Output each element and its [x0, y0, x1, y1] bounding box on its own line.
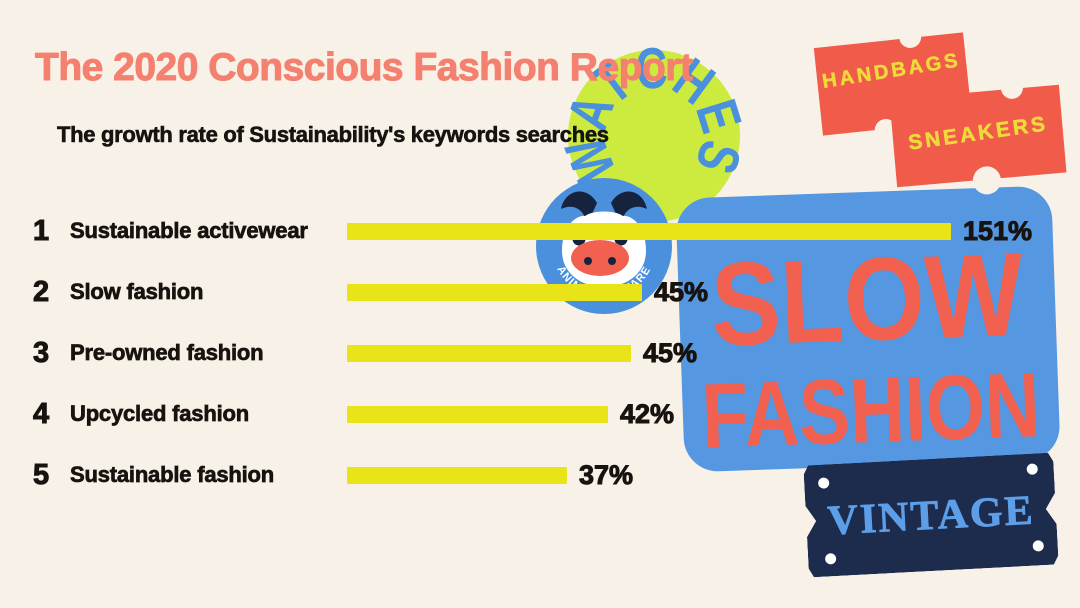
- value-bar: [347, 344, 631, 362]
- value-bar: [347, 283, 642, 301]
- chart-row: 5 Sustainable fashion 37%: [0, 458, 1080, 492]
- value-label: 151%: [962, 216, 1033, 247]
- value-label: 42%: [619, 399, 675, 430]
- rank-number: 1: [33, 215, 50, 248]
- chart-row: 4 Upcycled fashion 42%: [0, 397, 1080, 431]
- fashion-word: FASHION: [700, 354, 1041, 468]
- category-label: Upcycled fashion: [70, 401, 250, 427]
- vintage-label: VINTAGE: [826, 487, 1036, 545]
- chart-row: 2 Slow fashion 45%: [0, 275, 1080, 309]
- value-label: 45%: [642, 338, 698, 369]
- value-bar: [347, 222, 951, 240]
- sneakers-label: SNEAKERS: [906, 112, 1050, 155]
- screw-dot: [1032, 540, 1044, 552]
- value-bar: [347, 466, 567, 484]
- page-subtitle: The growth rate of Sustainability's keyw…: [57, 122, 610, 148]
- category-label: Sustainable fashion: [70, 462, 275, 488]
- value-label: 45%: [653, 277, 709, 308]
- handbags-label: HANDBAGS: [820, 49, 963, 93]
- slow-word: SLOW: [709, 229, 1026, 372]
- category-label: Slow fashion: [70, 279, 204, 305]
- rank-number: 3: [33, 337, 50, 370]
- ticket-notch: [898, 24, 923, 50]
- category-label: Sustainable activewear: [70, 218, 309, 244]
- page-title: The 2020 Conscious Fashion Report: [34, 46, 693, 90]
- screw-dot: [825, 553, 837, 565]
- value-label: 37%: [578, 460, 634, 491]
- ticket-notch: [1000, 75, 1024, 100]
- slow-fashion-text: SLOW FASHION: [700, 229, 1041, 468]
- chart-row: 1 Sustainable activewear 151%: [0, 214, 1080, 248]
- cow-right-nostril: [608, 257, 616, 265]
- chart-row: 3 Pre-owned fashion 45%: [0, 336, 1080, 370]
- cow-snout: [571, 240, 629, 276]
- cow-left-nostril: [584, 257, 592, 265]
- category-label: Pre-owned fashion: [70, 340, 264, 366]
- sneakers-ticket: SNEAKERS: [889, 75, 1067, 196]
- slow-fashion-sticker: SLOW FASHION: [675, 185, 1061, 473]
- rank-number: 5: [33, 459, 50, 492]
- rank-number: 2: [33, 276, 50, 309]
- rank-number: 4: [33, 398, 50, 431]
- value-bar: [347, 405, 608, 423]
